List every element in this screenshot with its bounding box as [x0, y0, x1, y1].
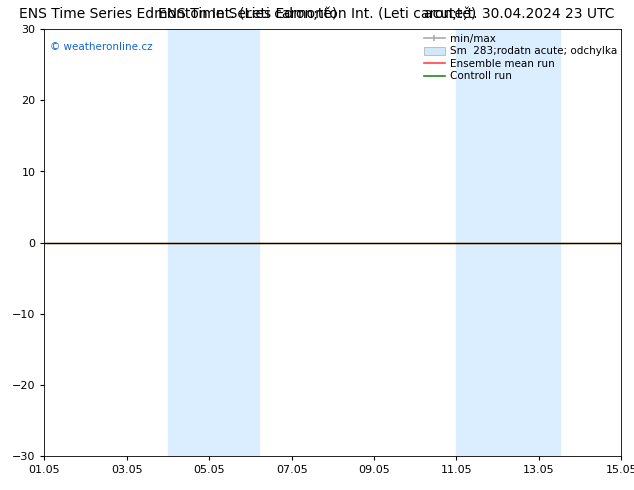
Text: ENS Time Series Edmonton Int. (Leti caron;tě): ENS Time Series Edmonton Int. (Leti caro…: [19, 7, 337, 22]
Text: acute;t. 30.04.2024 23 UTC: acute;t. 30.04.2024 23 UTC: [425, 7, 615, 22]
Text: © weatheronline.cz: © weatheronline.cz: [50, 42, 153, 52]
Text: ENS Time Series Edmonton Int. (Leti caron;tě): ENS Time Series Edmonton Int. (Leti caro…: [158, 7, 476, 22]
Bar: [168, 29, 259, 456]
Bar: [456, 29, 559, 456]
Legend: min/max, Sm  283;rodatn acute; odchylka, Ensemble mean run, Controll run: min/max, Sm 283;rodatn acute; odchylka, …: [422, 31, 619, 83]
